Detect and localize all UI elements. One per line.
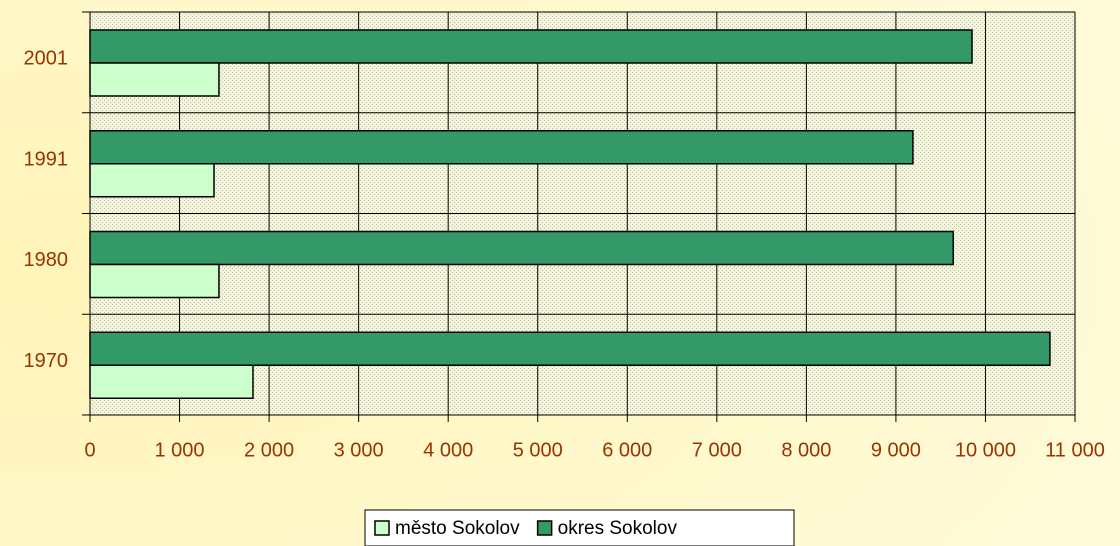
- y-tick-label: 1991: [24, 148, 69, 170]
- bar: [89, 331, 1051, 366]
- x-tick-label: 9 000: [871, 439, 921, 461]
- x-tick-label: 10 000: [955, 439, 1016, 461]
- x-tick-label: 3 000: [334, 439, 384, 461]
- x-tick-label: 0: [84, 439, 95, 461]
- bar: [89, 62, 220, 97]
- bar: [89, 364, 254, 399]
- bar: [89, 163, 215, 198]
- x-tick-label: 6 000: [602, 439, 652, 461]
- legend-box: [364, 509, 795, 546]
- legend: město Sokolov okres Sokolov: [364, 509, 795, 546]
- x-tick-label: 4 000: [423, 439, 473, 461]
- x-tick-label: 1 000: [155, 439, 205, 461]
- bar: [89, 130, 914, 165]
- x-tick-label: 8 000: [781, 439, 831, 461]
- legend-label: město Sokolov: [395, 518, 520, 539]
- y-tick-label: 1970: [24, 350, 69, 372]
- x-tick-label: 5 000: [513, 439, 563, 461]
- x-tick-label: 7 000: [692, 439, 742, 461]
- bar: [89, 29, 973, 64]
- y-tick-label: 1980: [24, 249, 69, 271]
- legend-swatch: [374, 520, 390, 536]
- x-tick-label: 2 000: [244, 439, 294, 461]
- bar: [89, 263, 220, 299]
- bar: [89, 230, 954, 266]
- y-tick-label: 2001: [24, 48, 69, 70]
- x-tick-label: 11 000: [1045, 439, 1105, 461]
- legend-swatch: [536, 520, 553, 536]
- legend-label: okres Sokolov: [558, 518, 678, 539]
